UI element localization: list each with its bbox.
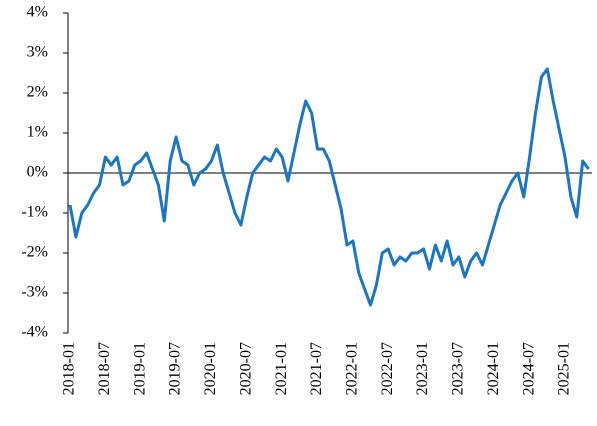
x-tick-label: 2024-01	[485, 342, 502, 395]
x-tick-label: 2022-07	[379, 342, 396, 395]
x-tick-label: 2023-07	[450, 342, 467, 395]
x-tick-label: 2018-01	[61, 342, 78, 395]
x-tick-label: 2021-01	[273, 342, 290, 395]
y-tick-label: 0%	[27, 164, 48, 181]
x-tick-label: 2018-07	[96, 342, 113, 395]
y-tick-label: -2%	[21, 244, 48, 261]
y-tick-label: -1%	[21, 204, 48, 221]
x-tick-label: 2024-07	[520, 342, 537, 395]
x-tick-label: 2022-01	[344, 342, 361, 395]
x-tick-label: 2023-01	[414, 342, 431, 395]
x-tick-label: 2021-07	[308, 342, 325, 395]
line	[68, 67, 590, 307]
y-tick-label: -3%	[21, 284, 48, 301]
x-tick-label: 2019-01	[131, 342, 148, 395]
x-tick-label: 2025-01	[556, 342, 573, 395]
y-tick-label: 4%	[27, 4, 48, 21]
x-tick-label: 2020-01	[202, 342, 219, 395]
y-tick-label: 1%	[27, 124, 48, 141]
x-tick-label: 2020-07	[237, 342, 254, 395]
y-tick-label: 2%	[27, 84, 48, 101]
y-tick-label: -4%	[21, 324, 48, 341]
y-tick-label: 3%	[27, 44, 48, 61]
x-tick-label: 2019-07	[167, 342, 184, 395]
